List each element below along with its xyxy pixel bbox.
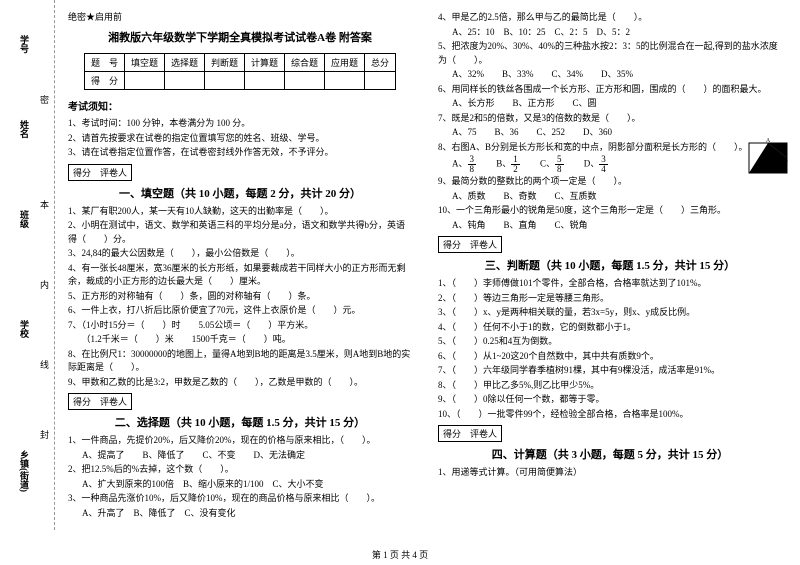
fill-q6: 6、一件上衣，打八折后比原价便宜了70元，这件上衣原价是（ ）元。 <box>68 304 412 318</box>
th-fill: 填空题 <box>124 54 164 72</box>
calc-q1: 1、用递等式计算。（可用简便算法） <box>438 466 782 480</box>
score-box-3: 得分 评卷人 <box>438 236 502 253</box>
fill-q2: 2、小明在测试中，语文、数学和英语三科的平均分是a分，语文和数学共得b分，英语得… <box>68 219 412 246</box>
marker-ben: 本 <box>38 200 51 209</box>
fill-q4: 4、有一张长48厘米，宽36厘米的长方形纸，如果要裁成若干同样大小的正方形而无剩… <box>68 262 412 289</box>
th-comp: 综合题 <box>285 54 325 72</box>
notice-1: 1、考试时间：100 分钟，本卷满分为 100 分。 <box>68 117 412 130</box>
th-calc: 计算题 <box>245 54 285 72</box>
field-name: 姓名 <box>18 120 31 138</box>
field-id: 学号 <box>18 35 31 53</box>
choice-q10: 10、一个三角形最小的锐角是50度，这个三角形一定是（ ）三角形。 <box>438 204 782 218</box>
choice-q2-opts: A、扩大到原来的100倍 B、缩小原来的1/100 C、大小不变 <box>68 478 412 492</box>
section-3-title: 三、判断题（共 10 小题，每题 1.5 分，共计 15 分） <box>438 257 782 273</box>
choice-q7: 7、既是2和5的倍数，又是3的倍数的数是（ ）。 <box>438 112 782 126</box>
choice-q1-opts: A、提高了 B、降低了 C、不变 D、无法确定 <box>68 449 412 463</box>
fill-q7a: 7、（1小时15分＝（ ）时 5.05公顷＝（ ）平方米。 <box>68 319 412 333</box>
judge-q9: 9、（ ）0除以任何一个数，都等于零。 <box>438 393 782 407</box>
svg-text:A: A <box>766 138 771 144</box>
svg-text:B: B <box>784 158 788 164</box>
judge-q3: 3、（ ）x、y是两种相关联的量，若3x=5y，则x、y成反比例。 <box>438 306 782 320</box>
notice-2: 2、请首先按要求在试卷的指定位置填写您的姓名、班级、学号。 <box>68 132 412 145</box>
fill-q1: 1、某厂有职200人，某一天有10人缺勤，这天的出勤率是（ ）。 <box>68 205 412 219</box>
choice-q7-opts: A、75 B、36 C、252 D、360 <box>438 126 782 140</box>
choice-q2: 2、把12.5%后的%去掉，这个数（ ）。 <box>68 463 412 477</box>
fill-q5: 5、正方形的对称轴有（ ）条，圆的对称轴有（ ）条。 <box>68 290 412 304</box>
choice-q3: 3、一种商品先涨价10%，后又降价10%，现在的商品价格与原来相比（ ）。 <box>68 492 412 506</box>
judge-q5: 5、（ ）0.25和4互为倒数。 <box>438 335 782 349</box>
judge-q7: 7、（ ）六年级同学春季植树91棵，其中有9棵没活，成活率是91%。 <box>438 364 782 378</box>
fill-q8: 8、在比例尺1：30000000的地图上，量得A地到B地的距离是3.5厘米，则A… <box>68 348 412 375</box>
th-judge: 判断题 <box>204 54 244 72</box>
exam-title: 湘教版六年级数学下学期全真模拟考试试卷A卷 附答案 <box>68 29 412 45</box>
judge-q4: 4、（ ）任何不小于1的数，它的倒数都小于1。 <box>438 321 782 335</box>
judge-q1: 1、（ ）李师傅做101个零件，全部合格，合格率就达到了101%。 <box>438 277 782 291</box>
fill-q3: 3、24,84的最大公因数是（ ），最小公倍数是（ ）。 <box>68 247 412 261</box>
notice-title: 考试须知： <box>68 98 412 113</box>
choice-q1: 1、一件商品，先提价20%，后又降价20%，现在的价格与原来相比，（ ）。 <box>68 434 412 448</box>
fill-q9: 9、甲数和乙数的比是3:2，甲数是乙数的（ ），乙数是甲数的（ ）。 <box>68 376 412 390</box>
section-2-title: 二、选择题（共 10 小题，每题 1.5 分，共计 15 分） <box>68 414 412 430</box>
choice-q9: 9、最简分数的整数比的两个项一定是（ ）。 <box>438 175 782 189</box>
binding-sidebar: 学号 姓名 班级 学校 乡镇(街道) 密 本 内 线 封 <box>0 0 55 530</box>
score-box-1: 得分 评卷人 <box>68 164 132 181</box>
marker-nei: 内 <box>38 280 51 289</box>
judge-q10: 10、（ ）一批零件99个，经检验全部合格，合格率是100%。 <box>438 408 782 422</box>
choice-q8: 8、右图A、B分别是长方形长和宽的中点，阴影部分面积是长方形的（ ）。 <box>438 141 782 155</box>
choice-q4: 4、甲是乙的2.5倍，那么甲与乙的最简比是（ ）。 <box>438 11 782 25</box>
choice-q4-opts: A、25：10 B、10：25 C、2：5 D、5：2 <box>438 26 782 40</box>
field-school: 学校 <box>18 320 31 338</box>
choice-q5-opts: A、32% B、33% C、34% D、35% <box>438 68 782 82</box>
th-total: 总分 <box>365 54 396 72</box>
section-4-title: 四、计算题（共 3 小题，每题 5 分，共计 15 分） <box>438 446 782 462</box>
th-choice: 选择题 <box>164 54 204 72</box>
choice-q6-opts: A、长方形 B、正方形 C、圆 <box>438 97 782 111</box>
th-app: 应用题 <box>325 54 365 72</box>
score-table: 题 号 填空题 选择题 判断题 计算题 综合题 应用题 总分 得 分 <box>84 53 396 90</box>
fill-q7b: （1.2千米＝（ ）米 1500千克＝（ ）吨。 <box>68 333 412 347</box>
choice-q9-opts: A、质数 B、奇数 C、互质数 <box>438 190 782 204</box>
judge-q8: 8、（ ）甲比乙多5%,则乙比甲少5%。 <box>438 379 782 393</box>
marker-mi: 密 <box>38 95 51 104</box>
row-score: 得 分 <box>84 72 124 90</box>
marker-feng: 封 <box>38 430 51 439</box>
choice-q3-opts: A、升高了 B、降低了 C、没有变化 <box>68 507 412 521</box>
score-box-2: 得分 评卷人 <box>68 393 132 410</box>
section-1-title: 一、填空题（共 10 小题，每题 2 分，共计 20 分） <box>68 185 412 201</box>
secret-label: 绝密★启用前 <box>68 10 412 23</box>
choice-q5: 5、把浓度为20%、30%、40%的三种盐水按2：3：5的比例混合在一起,得到的… <box>438 40 782 67</box>
judge-q6: 6、（ ）从1~20这20个自然数中，其中共有质数9个。 <box>438 350 782 364</box>
score-box-4: 得分 评卷人 <box>438 425 502 442</box>
marker-xian: 线 <box>38 360 51 369</box>
choice-q10-opts: A、钝角 B、直角 C、锐角 <box>438 219 782 233</box>
field-town: 乡镇(街道) <box>18 450 31 492</box>
notice-3: 3、请在试卷指定位置作答，在试卷密封线外作答无效，不予评分。 <box>68 146 412 159</box>
rectangle-diagram-icon: A B <box>748 138 788 174</box>
page-footer: 第 1 页 共 4 页 <box>0 548 800 561</box>
page-left: 绝密★启用前 湘教版六年级数学下学期全真模拟考试试卷A卷 附答案 题 号 填空题… <box>60 10 420 521</box>
th-num: 题 号 <box>84 54 124 72</box>
field-class: 班级 <box>18 210 31 228</box>
choice-q8-opts: A、38 B、12 C、58 D、34 <box>438 155 782 174</box>
judge-q2: 2、（ ）等边三角形一定是等腰三角形。 <box>438 292 782 306</box>
page-right: 4、甲是乙的2.5倍，那么甲与乙的最简比是（ ）。 A、25：10 B、10：2… <box>430 10 790 481</box>
choice-q6: 6、用同样长的铁丝各围成一个长方形、正方形和圆，围成的（ ）的面积最大。 <box>438 83 782 97</box>
